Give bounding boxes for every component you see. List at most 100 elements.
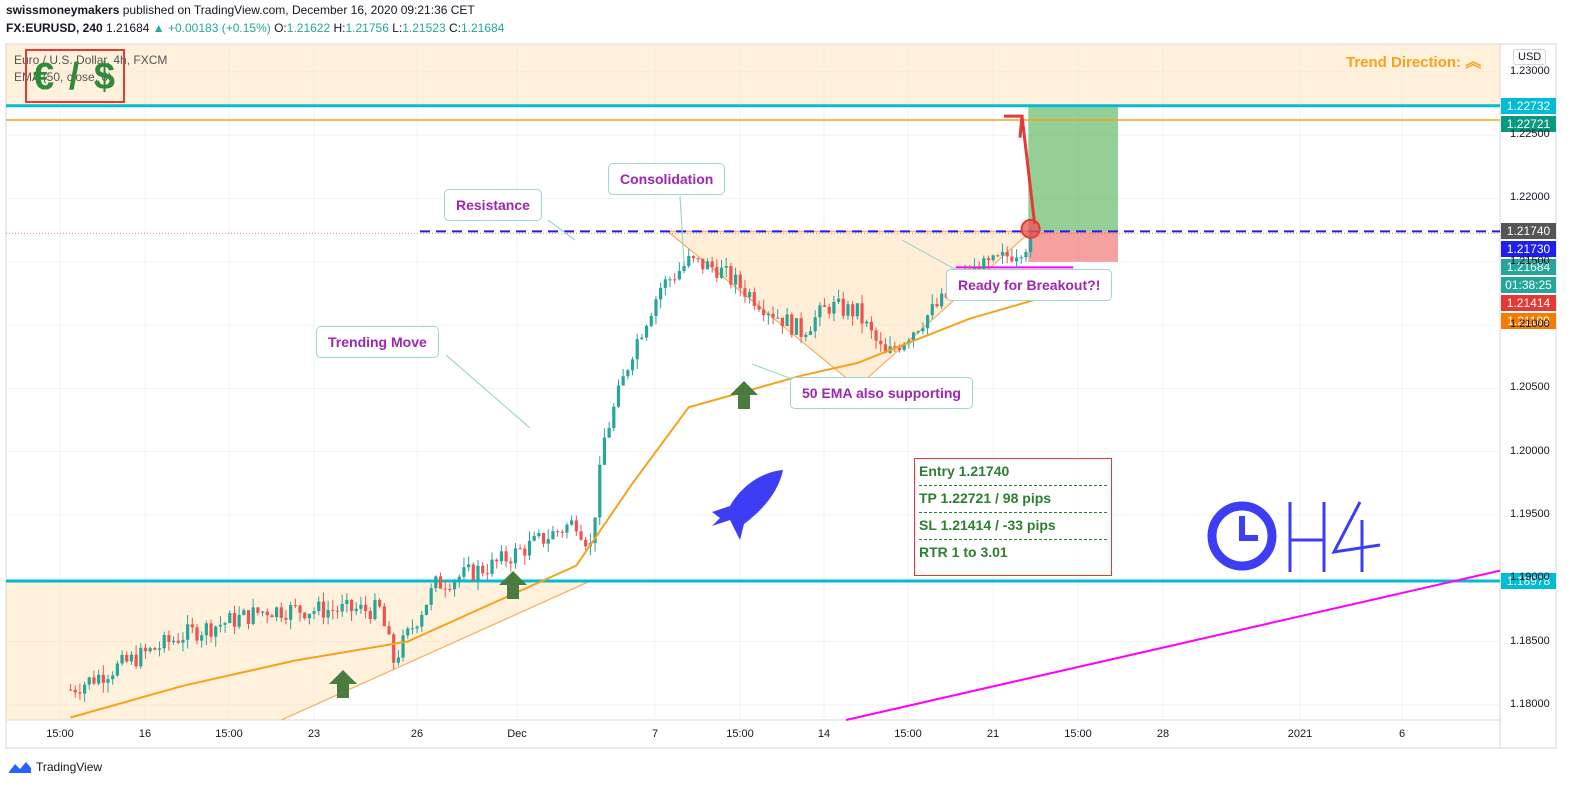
candle: [602, 437, 607, 465]
candle: [570, 520, 574, 525]
open-value: 1.21622: [286, 21, 331, 35]
timeframe-h4: [1288, 501, 1381, 572]
candle: [457, 576, 461, 582]
close-value: 1.21684: [460, 21, 505, 35]
top-zone: [6, 44, 1500, 106]
lower-trendline: [281, 580, 591, 721]
x-tick-label: Dec: [507, 728, 527, 740]
candle: [162, 635, 166, 649]
candle: [640, 337, 644, 340]
candle: [326, 609, 330, 618]
candle: [190, 624, 194, 628]
candle: [87, 677, 91, 685]
candle: [410, 628, 415, 630]
candle: [780, 317, 785, 327]
candle: [860, 303, 864, 324]
stop-loss-zone: [1028, 231, 1118, 262]
candle: [1014, 257, 1019, 262]
candle: [916, 331, 920, 333]
candle: [265, 611, 269, 616]
candle: [73, 689, 77, 693]
consolidation-pointer: [679, 195, 685, 263]
candle: [467, 564, 471, 568]
price-label: 1.21730: [1501, 241, 1556, 258]
candle: [209, 623, 213, 637]
support-arrow-icon: [730, 381, 758, 409]
candle: [495, 559, 499, 562]
y-tick-label: 1.22500: [1510, 128, 1550, 141]
candle: [897, 348, 902, 351]
candle: [354, 608, 358, 612]
breakout-arrow-shaft: [1020, 115, 1037, 224]
candle: [232, 613, 237, 627]
candle: [776, 317, 780, 319]
candle: [518, 548, 522, 550]
y-tick-label: 1.18500: [1510, 634, 1550, 647]
rocket-icon: [712, 470, 783, 540]
candle: [813, 317, 817, 332]
candle: [490, 559, 494, 575]
clock-hands: [1239, 516, 1258, 541]
x-tick-label: 26: [410, 728, 424, 740]
candle: [630, 359, 635, 371]
price-label: 1.22732: [1501, 97, 1556, 114]
candle: [186, 624, 190, 640]
candle: [92, 677, 96, 684]
candle: [808, 331, 813, 335]
resistance-pointer: [547, 219, 576, 241]
candle: [659, 287, 663, 300]
candle: [349, 599, 354, 612]
currency-button[interactable]: USD: [1513, 49, 1547, 65]
candle: [279, 607, 283, 618]
candle: [101, 674, 105, 683]
candle: [97, 674, 101, 684]
candle: [635, 339, 639, 360]
candle: [359, 604, 363, 609]
pair-logo: € / $: [25, 49, 125, 103]
candle: [748, 292, 752, 297]
magenta-trendline: [845, 569, 1501, 721]
candle: [663, 279, 667, 288]
symbol-label[interactable]: FX:EURUSD, 240: [6, 21, 103, 35]
candle: [434, 576, 438, 589]
candle: [513, 548, 518, 564]
open-label: O:: [274, 21, 287, 35]
candle: [387, 626, 391, 635]
candle: [556, 531, 560, 533]
symbol-bar: FX:EURUSD, 240 1.21684 ▲ +0.00183 (+0.15…: [6, 21, 504, 35]
trend-direction-label: Trend Direction: ︽: [1346, 48, 1481, 72]
lower-triangle-zone: [6, 581, 591, 720]
candle: [382, 606, 386, 627]
resistance-label: Resistance: [444, 189, 542, 221]
candle: [598, 464, 602, 518]
candle: [251, 607, 255, 624]
candle: [537, 533, 541, 537]
candle: [804, 334, 808, 337]
candle: [715, 267, 719, 278]
candle: [256, 607, 260, 613]
candle: [991, 255, 995, 261]
candle: [289, 605, 293, 620]
candle: [499, 551, 504, 562]
candle: [733, 274, 738, 285]
publisher-name[interactable]: swissmoneymakers: [6, 3, 120, 17]
candle: [204, 623, 208, 636]
candle: [242, 610, 246, 616]
candle: [335, 610, 340, 612]
y-tick-label: 1.22000: [1510, 191, 1550, 204]
candle: [181, 639, 185, 643]
x-tick-label: 15:00: [46, 728, 74, 740]
candle: [509, 561, 513, 564]
candle: [851, 304, 855, 317]
candle: [790, 314, 794, 335]
candle: [607, 428, 611, 438]
brand-name[interactable]: TradingView: [36, 760, 103, 774]
candle: [115, 663, 119, 676]
last-price: 1.21684: [106, 21, 150, 35]
candle: [471, 564, 475, 581]
y-tick-label: 1.21000: [1510, 318, 1550, 331]
candle: [476, 565, 480, 581]
candle: [879, 340, 883, 345]
candle: [794, 318, 799, 335]
